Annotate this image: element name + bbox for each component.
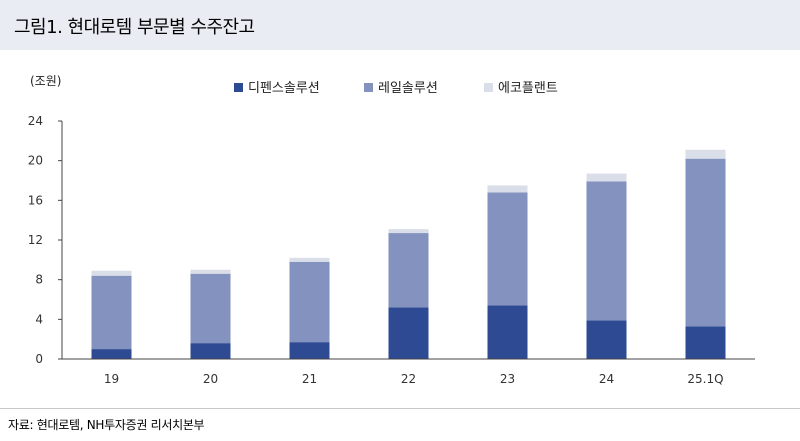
bar-segment-1 [190,343,231,359]
y-axis: 0 4 8 12 16 20 24 [28,114,63,366]
bar-segment-3 [190,269,231,274]
bar-segment-3 [487,185,528,193]
y-axis-unit-label: (조원) [30,74,61,88]
bar-stack-24 [586,173,627,359]
x-tick-label: 21 [302,372,317,386]
y-tick-label: 4 [35,312,43,326]
bar-segment-2 [685,158,726,327]
x-tick-label: 24 [599,372,614,386]
y-tick-label: 24 [28,114,43,128]
bar-stack-19 [91,270,132,359]
bar-segment-3 [91,270,132,276]
bar-segment-1 [388,307,429,359]
x-axis: 19 20 21 22 23 24 25.1Q [62,358,755,386]
y-tick-label: 16 [28,193,43,207]
bar-segment-3 [685,149,726,159]
x-tick-label: 22 [401,372,416,386]
legend-label: 레일솔루션 [378,81,438,96]
bar-segment-2 [388,233,429,308]
legend-swatch [484,83,493,92]
legend-swatch [364,83,373,92]
bar-segment-2 [91,275,132,350]
bar-segment-1 [487,305,528,359]
legend-label: 디펜스솔루션 [248,81,320,96]
bar-segment-3 [388,229,429,234]
x-tick-label: 19 [104,372,119,386]
footer-divider [0,408,800,409]
bar-segment-2 [586,181,627,321]
bar-segment-2 [289,261,330,343]
y-tick-label: 20 [28,154,43,168]
legend-label: 에코플랜트 [498,81,558,96]
x-tick-label: 23 [500,372,515,386]
bar-segment-2 [487,192,528,306]
bar-stack-25.1Q [685,149,726,359]
y-tick-label: 12 [28,233,43,247]
bar-stack-21 [289,257,330,359]
bar-segment-3 [586,173,627,182]
source-note: 자료: 현대로템, NH투자증권 리서치본부 [8,418,205,432]
bar-segment-1 [91,349,132,359]
legend-swatch [234,83,243,92]
bar-segment-3 [289,257,330,262]
bar-stack-23 [487,185,528,359]
bar-segment-2 [190,273,231,344]
figure-title: 그림1. 현대로템 부문별 수주잔고 [14,17,255,38]
bar-stack-20 [190,269,231,359]
legend: 디펜스솔루션 레일솔루션 에코플랜트 [234,81,558,96]
bar-stack-22 [388,229,429,359]
title-bar: 그림1. 현대로템 부문별 수주잔고 [0,0,800,50]
x-tick-label: 25.1Q [687,372,723,386]
bar-segment-1 [685,326,726,359]
bar-segment-1 [586,320,627,359]
y-tick-label: 8 [35,273,43,287]
chart: (조원) 디펜스솔루션 레일솔루션 에코플랜트 0 4 8 12 16 20 24 19 20 21… [28,74,755,386]
bar-segment-1 [289,342,330,359]
y-tick-label: 0 [35,352,43,366]
bars [91,149,726,359]
x-tick-label: 20 [203,372,218,386]
